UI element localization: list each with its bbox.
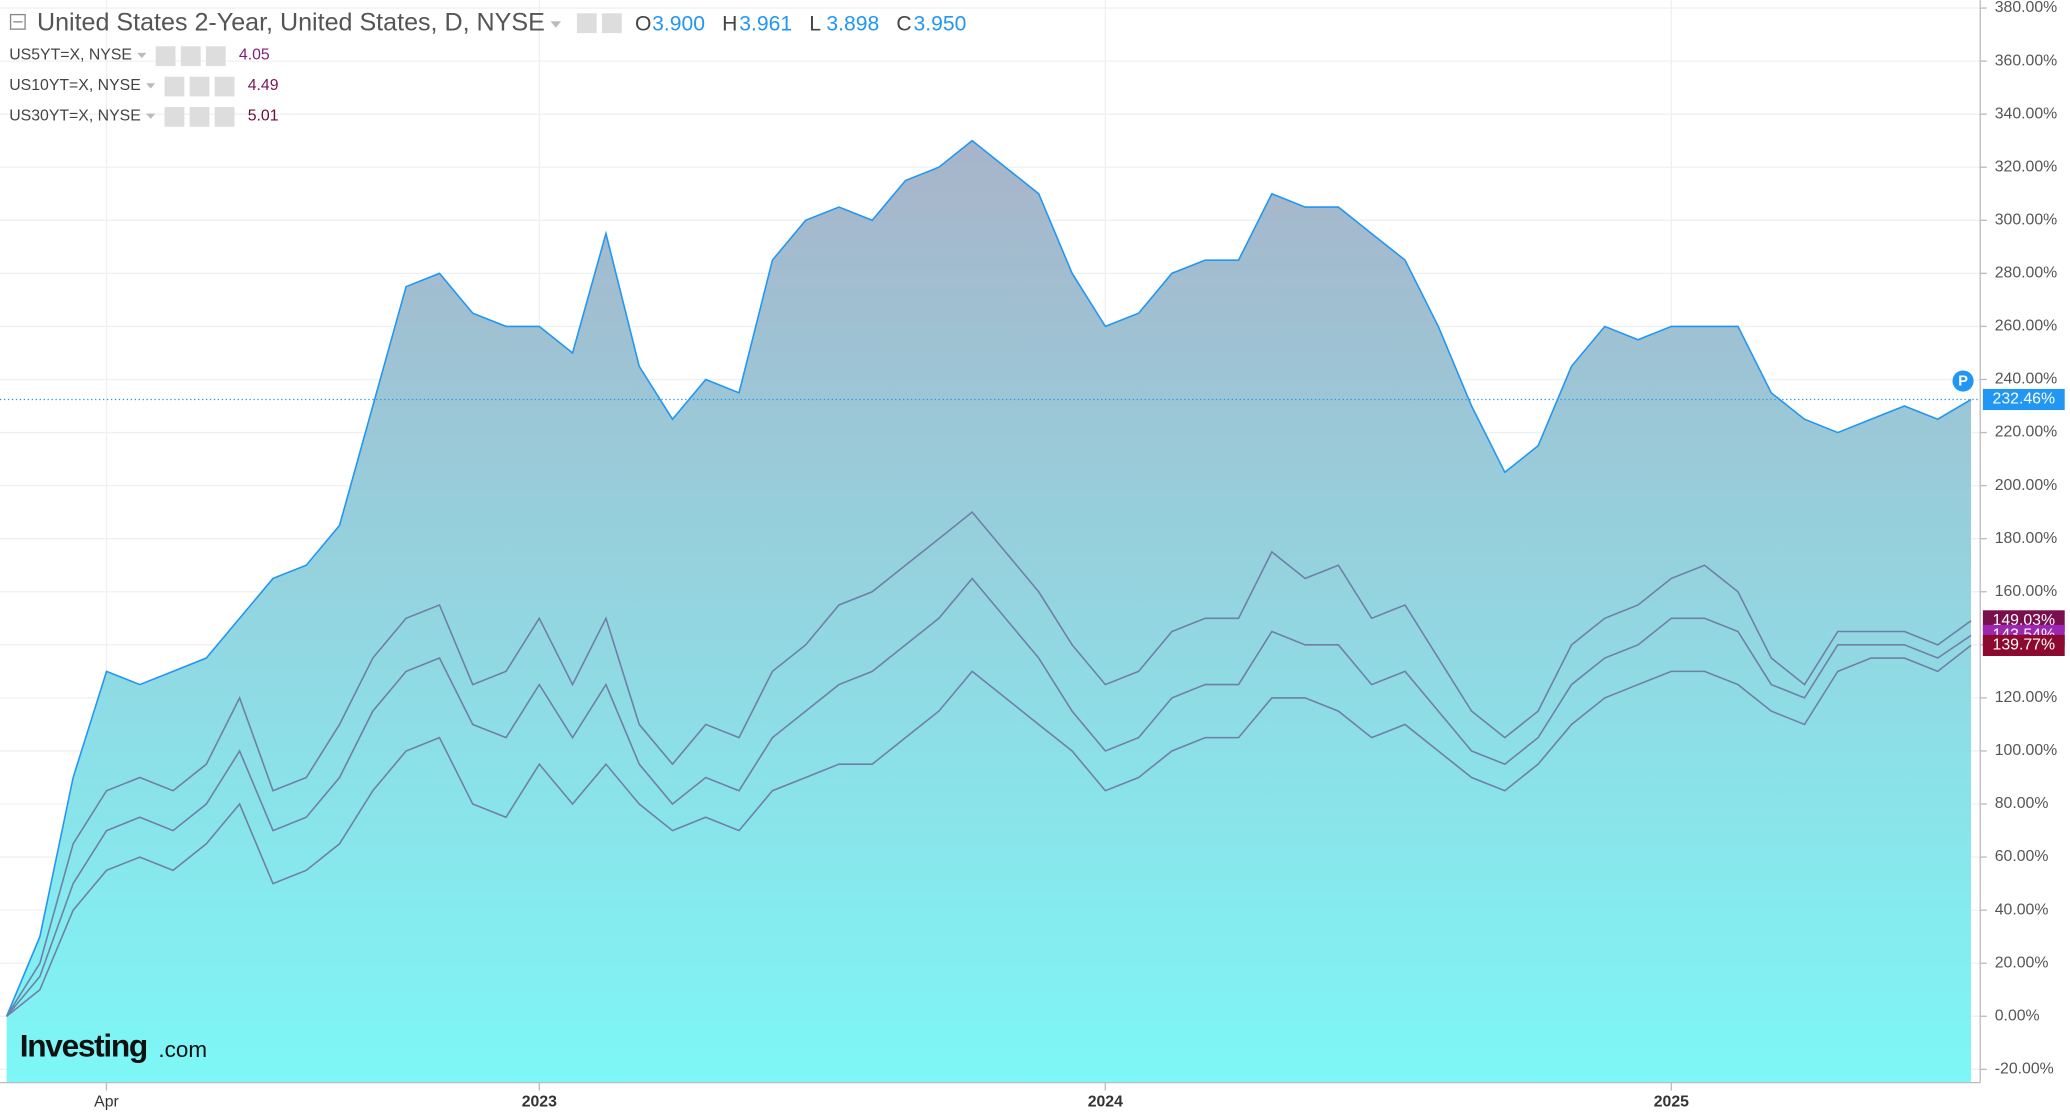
y-tick-label: 340.00% <box>1995 105 2058 122</box>
legend-icon[interactable] <box>164 76 185 97</box>
legend-dropdown <box>146 113 156 119</box>
last-value-box <box>1982 388 2065 411</box>
dropdown-arrow[interactable] <box>550 21 562 28</box>
legend-icon[interactable] <box>180 46 201 67</box>
series-line <box>6 644 1972 1017</box>
y-tick-label: 300.00% <box>1995 211 2058 228</box>
legend-icon[interactable] <box>155 46 176 67</box>
y-tick-label: 20.00% <box>1995 954 2049 971</box>
y-tick-label: 260.00% <box>1995 318 2058 335</box>
last-value-label: 149.03% <box>1993 612 2056 629</box>
icon-settings[interactable] <box>601 13 622 34</box>
ohlc-value: 3.900 <box>652 13 705 36</box>
ohlc-letter: H <box>722 13 737 36</box>
icon-visibility[interactable] <box>576 13 597 34</box>
ohlc-value: 3.961 <box>739 13 792 36</box>
y-tick-label: 240.00% <box>1995 371 2058 388</box>
ohlc-letter: L <box>809 13 821 36</box>
y-tick-label: 180.00% <box>1995 530 2058 547</box>
legend-value: 4.49 <box>248 77 279 94</box>
ohlc-value: 3.898 <box>826 13 879 36</box>
legend: United States 2-Year, United States, D, … <box>9 8 966 127</box>
price-marker-text: P <box>1958 374 1968 390</box>
legend-icon[interactable] <box>164 107 185 127</box>
y-tick-label: 0.00% <box>1995 1007 2040 1024</box>
x-tick-label: 2025 <box>1654 1094 1689 1111</box>
y-tick-label: 40.00% <box>1995 901 2049 918</box>
logo-text: Investing <box>20 1028 147 1064</box>
area <box>6 140 1971 1083</box>
legend-icon[interactable] <box>214 76 235 97</box>
last-value-label: 232.46% <box>1993 391 2056 408</box>
legend-name: US5YT=X, NYSE <box>9 47 132 64</box>
series-line <box>5 139 1972 1017</box>
legend-dropdown <box>137 52 147 59</box>
y-tick-label: 380.00% <box>1995 0 2058 16</box>
legend-name: US30YT=X, NYSE <box>9 107 141 124</box>
last-value-box <box>1982 634 2065 656</box>
series-line <box>5 511 1972 1017</box>
x-tick-label: 2023 <box>522 1094 557 1111</box>
series-line <box>5 577 1972 1017</box>
axes: -20.00% 0.00% 20.00% 40.00% 60.00% 80.00% 100.… <box>94 0 2065 1111</box>
ohlc-letter: O <box>635 13 651 36</box>
plot-area <box>0 139 1981 1083</box>
ohlc-letter: C <box>896 13 911 36</box>
last-value-label: 139.77% <box>1993 637 2056 654</box>
y-tick-label: 320.00% <box>1995 158 2058 175</box>
legend-icon[interactable] <box>189 107 210 127</box>
legend-name: US10YT=X, NYSE <box>9 77 141 94</box>
logo-suffix: .com <box>158 1037 207 1062</box>
x-tick-label: Apr <box>94 1094 119 1111</box>
logo: Investing .com <box>20 1028 207 1064</box>
y-tick-label: 120.00% <box>1995 689 2058 706</box>
collapse-icon[interactable] <box>9 13 26 30</box>
y-tick-label: 280.00% <box>1995 265 2058 282</box>
legend-dropdown <box>146 83 156 89</box>
chart-title: United States 2-Year, United States, D, … <box>37 8 545 36</box>
legend-icon[interactable] <box>214 107 235 127</box>
ohlc-values: O 3.900 H 3.961 L 3.898 C 3.950 <box>635 13 966 36</box>
legend-icon[interactable] <box>189 76 210 97</box>
x-tick-label: 2024 <box>1088 1094 1123 1111</box>
y-tick-label: 360.00% <box>1995 52 2058 69</box>
y-tick-label: 220.00% <box>1995 424 2058 441</box>
y-tick-label: 200.00% <box>1995 477 2058 494</box>
y-tick-label: 160.00% <box>1995 583 2058 600</box>
legend-icon[interactable] <box>205 46 226 67</box>
y-tick-label: 60.00% <box>1995 848 2049 865</box>
ohlc-value: 3.950 <box>914 13 967 36</box>
y-tick-label: 80.00% <box>1995 795 2049 812</box>
y-tick-label: 100.00% <box>1995 742 2058 759</box>
legend-rows: US5YT=X, NYSE 4.05 US10YT=X, NYSE 4.49 US30Y… <box>9 46 279 127</box>
legend-value: 4.05 <box>239 47 270 64</box>
price-marker <box>1952 370 1974 392</box>
y-tick-label: -20.00% <box>1995 1061 2054 1078</box>
legend-value: 5.01 <box>248 107 279 124</box>
